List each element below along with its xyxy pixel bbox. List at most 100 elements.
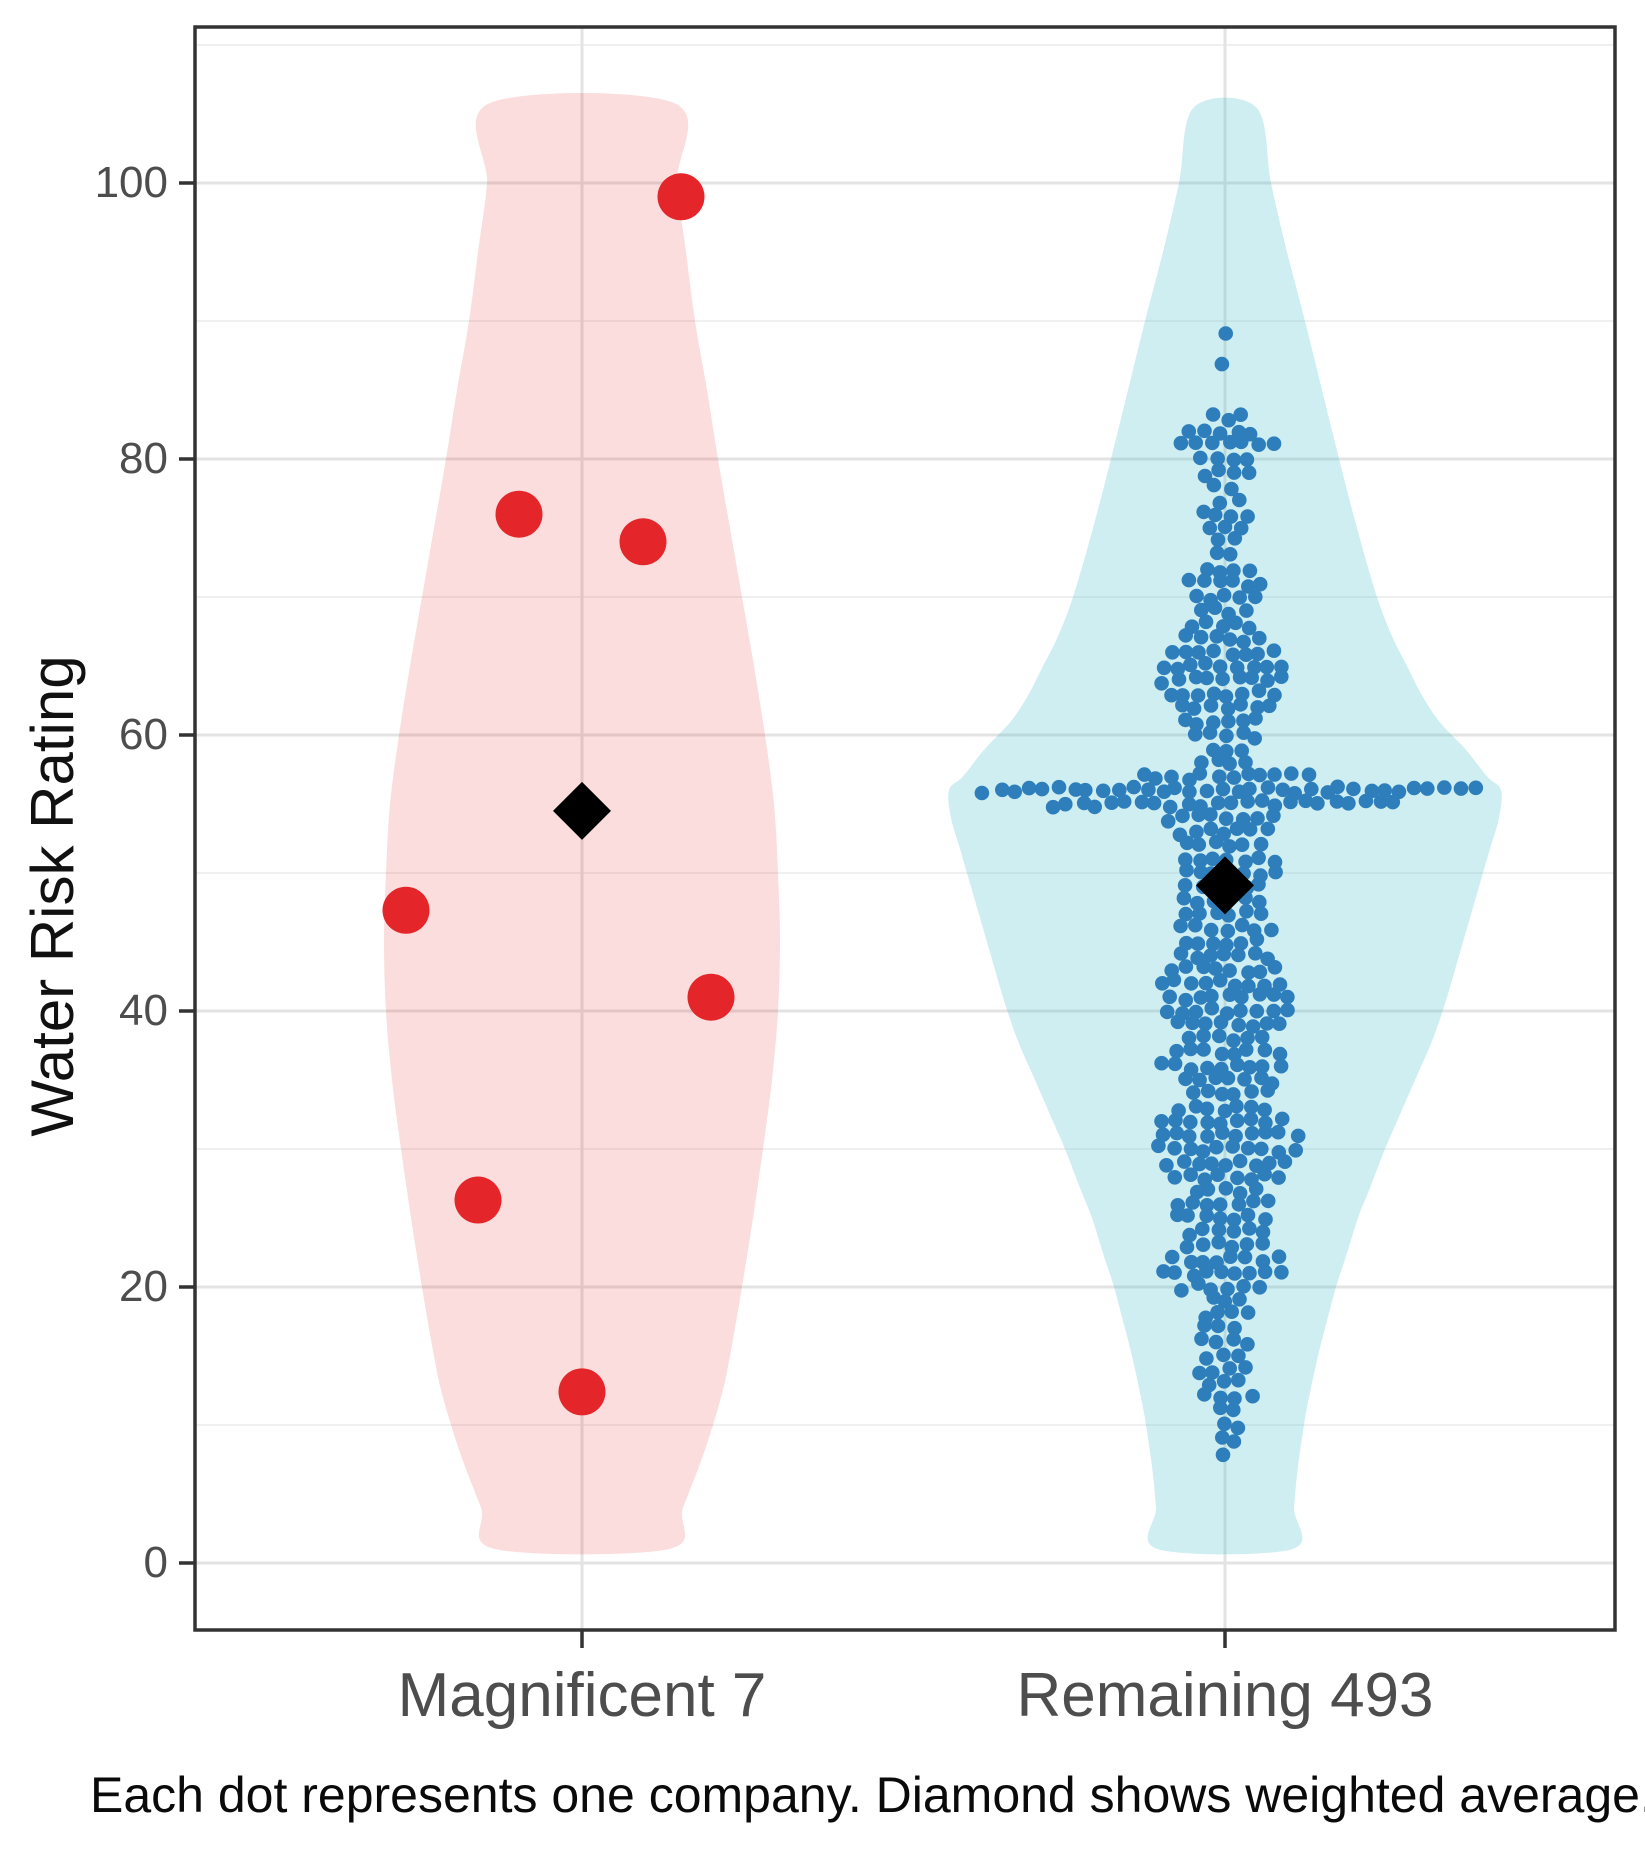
- company-dot-remaining-493: [1287, 786, 1302, 801]
- company-dot-remaining-493: [1221, 714, 1236, 729]
- company-dot-remaining-493: [1198, 614, 1214, 630]
- company-dot-remaining-493: [1217, 1294, 1233, 1309]
- company-dot-remaining-493: [1196, 1042, 1211, 1057]
- company-dot-remaining-493: [1210, 451, 1225, 466]
- company-dot-remaining-493: [1204, 1000, 1220, 1016]
- company-dot-remaining-493: [1183, 1167, 1198, 1182]
- company-dot-remaining-493: [1231, 424, 1247, 440]
- company-dot-remaining-493: [1271, 1170, 1286, 1185]
- company-dot-remaining-493: [1233, 936, 1249, 951]
- company-dot-remaining-493: [1162, 989, 1177, 1005]
- company-dot-remaining-493: [1172, 827, 1188, 843]
- company-dot-remaining-493: [1058, 796, 1073, 812]
- panel-border: [193, 25, 1617, 1632]
- company-dot-remaining-493: [1272, 1046, 1288, 1062]
- violin-remaining-493: [948, 97, 1502, 1555]
- company-dot-remaining-493: [1219, 937, 1234, 953]
- company-dot-remaining-493: [1212, 495, 1228, 511]
- company-dot-remaining-493: [1280, 1002, 1295, 1018]
- company-dot-remaining-493: [1198, 1310, 1213, 1326]
- company-dot-magnificent-7: [619, 518, 667, 566]
- company-dot-remaining-493: [1232, 492, 1247, 508]
- company-dot-remaining-493: [1222, 1361, 1237, 1376]
- company-dot-remaining-493: [1226, 1087, 1241, 1102]
- company-dot-remaining-493: [1210, 532, 1226, 548]
- company-dot-remaining-493: [1209, 1139, 1224, 1155]
- company-dot-remaining-493: [1226, 1402, 1241, 1418]
- company-dot-remaining-493: [1222, 547, 1238, 562]
- company-dot-remaining-493: [1391, 784, 1407, 800]
- company-dot-remaining-493: [1186, 1268, 1202, 1284]
- company-dot-remaining-493: [1264, 1076, 1280, 1091]
- company-dot-remaining-493: [1211, 462, 1226, 478]
- y-tick-label-0: 0: [143, 1538, 168, 1587]
- company-dot-remaining-493: [1218, 689, 1234, 704]
- company-dot-remaining-493: [1249, 1158, 1264, 1173]
- company-dot-remaining-493: [1193, 990, 1209, 1005]
- company-dot-remaining-493: [1211, 1234, 1226, 1250]
- company-dot-remaining-493: [1173, 435, 1189, 451]
- company-dot-remaining-493: [1216, 1347, 1231, 1363]
- company-dot-remaining-493: [1141, 782, 1156, 797]
- weighted-average-diamond-remaining-493: [1196, 856, 1254, 915]
- company-dot-remaining-493: [1245, 1388, 1260, 1404]
- company-dot-remaining-493: [1181, 572, 1197, 588]
- company-dot-remaining-493: [1204, 1156, 1219, 1171]
- company-dot-remaining-493: [1197, 468, 1213, 484]
- company-dot-remaining-493: [1210, 1318, 1226, 1334]
- company-dot-remaining-493: [1271, 1145, 1287, 1160]
- company-dot-remaining-493: [1195, 1237, 1211, 1252]
- company-dot-remaining-493: [1199, 1351, 1214, 1366]
- company-dot-remaining-493: [1231, 1197, 1247, 1212]
- company-dot-remaining-493: [1051, 779, 1067, 795]
- company-dot-remaining-493: [1272, 977, 1288, 992]
- company-dot-remaining-493: [1239, 1237, 1255, 1252]
- company-dot-remaining-493: [1253, 906, 1269, 921]
- company-dot-remaining-493: [1200, 1060, 1215, 1076]
- company-dot-remaining-493: [1203, 922, 1219, 938]
- company-dot-remaining-493: [1155, 976, 1170, 991]
- company-dot-remaining-493: [1234, 743, 1249, 758]
- company-dot-remaining-493: [1260, 780, 1276, 795]
- company-dot-remaining-493: [1255, 1254, 1271, 1269]
- company-dot-remaining-493: [1236, 725, 1251, 740]
- company-dot-remaining-493: [1178, 644, 1194, 660]
- company-dot-remaining-493: [1170, 661, 1186, 677]
- company-dot-remaining-493: [1230, 1170, 1245, 1186]
- company-dot-remaining-493: [1267, 854, 1283, 870]
- company-dot-remaining-493: [1233, 407, 1248, 423]
- company-dot-remaining-493: [1221, 606, 1236, 622]
- company-dot-remaining-493: [1260, 951, 1275, 967]
- company-dot-remaining-493: [1195, 1255, 1211, 1270]
- company-dot-remaining-493: [1199, 1198, 1215, 1213]
- company-dot-remaining-493: [1250, 646, 1265, 662]
- company-dot-remaining-493: [1193, 799, 1208, 814]
- company-dot-remaining-493: [1310, 796, 1325, 811]
- company-dot-remaining-493: [1188, 1099, 1204, 1114]
- company-dot-remaining-493: [1206, 742, 1221, 758]
- company-dot-remaining-493: [1220, 701, 1236, 717]
- company-dot-remaining-493: [1191, 645, 1206, 660]
- company-dot-remaining-493: [1239, 904, 1254, 919]
- company-dot-remaining-493: [1197, 573, 1212, 588]
- company-dot-remaining-493: [1236, 713, 1251, 728]
- company-dot-remaining-493: [1264, 922, 1279, 938]
- company-dot-remaining-493: [1214, 356, 1230, 372]
- company-dot-remaining-493: [1240, 1030, 1255, 1046]
- company-dot-remaining-493: [1216, 619, 1231, 634]
- company-dot-remaining-493: [1406, 780, 1422, 796]
- company-dot-remaining-493: [1203, 807, 1218, 822]
- company-dot-remaining-493: [1205, 407, 1221, 422]
- company-dot-remaining-493: [1212, 1197, 1228, 1212]
- company-dot-remaining-493: [1226, 1033, 1241, 1048]
- company-dot-remaining-493: [1226, 1212, 1242, 1228]
- chart-caption: Each dot represents one company. Diamond…: [90, 1767, 1645, 1823]
- company-dot-remaining-493: [1254, 1141, 1269, 1157]
- company-dot-remaining-493: [1232, 1153, 1248, 1169]
- company-dot-remaining-493: [1232, 1292, 1247, 1307]
- company-dot-remaining-493: [1216, 587, 1232, 603]
- company-dot-remaining-493: [1288, 1143, 1303, 1158]
- company-dot-remaining-493: [1240, 1305, 1256, 1320]
- company-dot-remaining-493: [1212, 1028, 1227, 1044]
- company-dot-remaining-493: [1184, 619, 1200, 634]
